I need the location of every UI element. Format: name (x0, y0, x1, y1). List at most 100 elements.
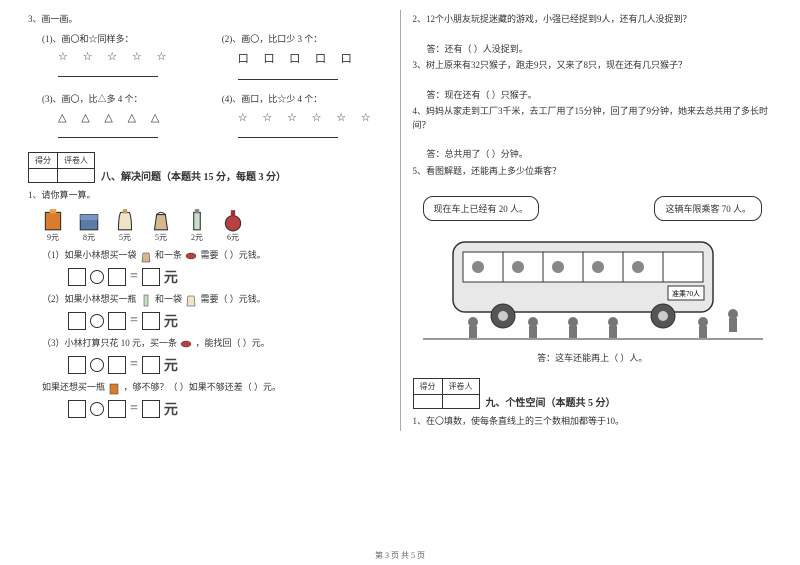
box (108, 312, 126, 330)
worksheet-page: 3、画一画。 (1)、画〇和☆同样多： ☆ ☆ ☆ ☆ ☆ (2)、画〇，比口少… (0, 0, 800, 441)
fish-icon (184, 249, 198, 263)
q3-title: 3、画一画。 (28, 13, 388, 27)
q3-2: (2)、画〇，比口少 3 个： (222, 33, 388, 47)
equals: = (130, 401, 138, 417)
q5r: 5、看图解题，还能再上多少位乘客？ (413, 165, 773, 179)
q1-2: （2）如果小林想买一瓶 和一袋 需要（ ）元钱。 (42, 293, 388, 307)
score-ping-9: 评卷人 (442, 378, 479, 394)
yuan: 元 (164, 267, 178, 287)
eq-4: =元 (68, 399, 388, 419)
score-defen-9: 得分 (413, 378, 442, 394)
circle (90, 314, 104, 328)
score-defen: 得分 (29, 152, 58, 168)
box (68, 268, 86, 286)
stars-1: ☆ ☆ ☆ ☆ ☆ (58, 50, 208, 63)
q1-1c: 需要（ ）元钱。 (201, 250, 266, 260)
product-2: 8元 (78, 208, 100, 243)
q1-3a: （3）小林打算只花 10 元，买一条 (42, 338, 177, 348)
bus-svg: 准乘70人 (423, 224, 763, 344)
box (108, 268, 126, 286)
q1-4: 如果还想买一瓶 ，够不够？（ ）如果不够还差（ ）元。 (42, 381, 388, 395)
right-column: 2、12个小朋友玩捉迷藏的游戏，小强已经捉到9人，还有几人没捉到？ 答：还有（ … (405, 10, 781, 431)
fill-4 (238, 128, 338, 138)
q1-2a: （2）如果小林想买一瓶 (42, 294, 137, 304)
fish-icon-2 (179, 337, 193, 351)
box (68, 400, 86, 418)
box (108, 400, 126, 418)
product-1: 9元 (42, 208, 64, 243)
score-box-8: 得分评卷人 八、解决问题（本题共 15 分，每题 3 分） (28, 152, 388, 183)
score-table-9: 得分评卷人 (413, 378, 480, 409)
box (108, 356, 126, 374)
bubble-1: 现在车上已经有 20 人。 (423, 196, 540, 221)
circle (90, 402, 104, 416)
product-3: 5元 (114, 208, 136, 243)
q3-row1: (1)、画〇和☆同样多： ☆ ☆ ☆ ☆ ☆ (2)、画〇，比口少 3 个： 口… (28, 30, 388, 83)
bus-label-text: 准乘70人 (672, 289, 700, 298)
price-3: 5元 (119, 232, 131, 243)
box (142, 268, 160, 286)
q1-3b: ，能找回（ ）元。 (196, 338, 270, 348)
box (142, 356, 160, 374)
column-divider (400, 10, 401, 431)
eq-1: =元 (68, 267, 388, 287)
yuan: 元 (164, 311, 178, 331)
q1-1b: 和一条 (155, 250, 182, 260)
price-5: 2元 (191, 232, 203, 243)
q1-1a: （1）如果小林想买一袋 (42, 250, 137, 260)
box (68, 356, 86, 374)
q3-1: (1)、画〇和☆同样多： (42, 33, 208, 47)
q1-1: （1）如果小林想买一袋 和一条 需要（ ）元钱。 (42, 249, 388, 263)
q9-1: 1、在〇填数，使每条直线上的三个数相加都等于10。 (413, 415, 773, 429)
tris-1: △ △ △ △ △ (58, 111, 208, 124)
fill-1 (58, 67, 158, 77)
q1-4b: ，够不够？（ ）如果不够还差（ ）元。 (124, 382, 282, 392)
stars-2: ☆ ☆ ☆ ☆ ☆ ☆ (238, 111, 388, 124)
product-5: 2元 (186, 208, 208, 243)
q2r: 2、12个小朋友玩捉迷藏的游戏，小强已经捉到9人，还有几人没捉到？ (413, 13, 773, 27)
box (68, 312, 86, 330)
page-footer: 第 3 页 共 5 页 (0, 550, 800, 561)
jar-icon (107, 381, 121, 395)
bus-illustration: 现在车上已经有 20 人。 这辆车限乘客 70 人。 准乘70人 (413, 196, 773, 346)
q1-3: （3）小林打算只花 10 元，买一条 ，能找回（ ）元。 (42, 337, 388, 351)
eq-3: =元 (68, 355, 388, 375)
yuan: 元 (164, 355, 178, 375)
a3r: 答：现在还有（ ）只猴子。 (427, 89, 773, 103)
price-1: 9元 (47, 232, 59, 243)
q1-2b: 和一袋 (155, 294, 182, 304)
q1: 1、请你算一算。 (28, 189, 388, 203)
fill-2 (238, 70, 338, 80)
score-box-9: 得分评卷人 九、个性空间（本题共 5 分） (413, 378, 773, 409)
equals: = (130, 313, 138, 329)
q3-3: (3)、画〇，比△多 4 个： (42, 93, 208, 107)
fill-3 (58, 128, 158, 138)
a2r: 答：还有（ ）人没捉到。 (427, 43, 773, 57)
box (142, 400, 160, 418)
price-2: 8元 (83, 232, 95, 243)
yuan: 元 (164, 399, 178, 419)
circle (90, 358, 104, 372)
a5r: 答：这车还能再上（ ）人。 (413, 352, 773, 366)
eq-2: =元 (68, 311, 388, 331)
box (142, 312, 160, 330)
left-column: 3、画一画。 (1)、画〇和☆同样多： ☆ ☆ ☆ ☆ ☆ (2)、画〇，比口少… (20, 10, 396, 431)
a4r: 答：总共用了（ ）分钟。 (427, 148, 773, 162)
score-ping: 评卷人 (58, 152, 95, 168)
section-9-title: 九、个性空间（本题共 5 分） (486, 394, 616, 409)
boxes-1: 口 口 口 口 口 (238, 50, 388, 66)
q4r: 4、妈妈从家走到工厂3千米，去工厂用了15分钟，回了用了9分钟，她来去总共用了多… (413, 105, 773, 132)
q3r: 3、树上原来有32只猴子，跑走9只，又来了8只，现在还有几只猴子？ (413, 59, 773, 73)
bottle-icon (139, 293, 153, 307)
price-4: 5元 (155, 232, 167, 243)
bag-icon (139, 249, 153, 263)
q1-2c: 需要（ ）元钱。 (201, 294, 266, 304)
price-6: 6元 (227, 232, 239, 243)
product-6: 6元 (222, 208, 244, 243)
bubble-2: 这辆车限乘客 70 人。 (654, 196, 762, 221)
equals: = (130, 269, 138, 285)
section-8-title: 八、解决问题（本题共 15 分，每题 3 分） (101, 168, 286, 183)
score-table: 得分评卷人 (28, 152, 95, 183)
q3-row2: (3)、画〇，比△多 4 个： △ △ △ △ △ (4)、画口，比☆少 4 个… (28, 90, 388, 140)
sack-icon (184, 293, 198, 307)
